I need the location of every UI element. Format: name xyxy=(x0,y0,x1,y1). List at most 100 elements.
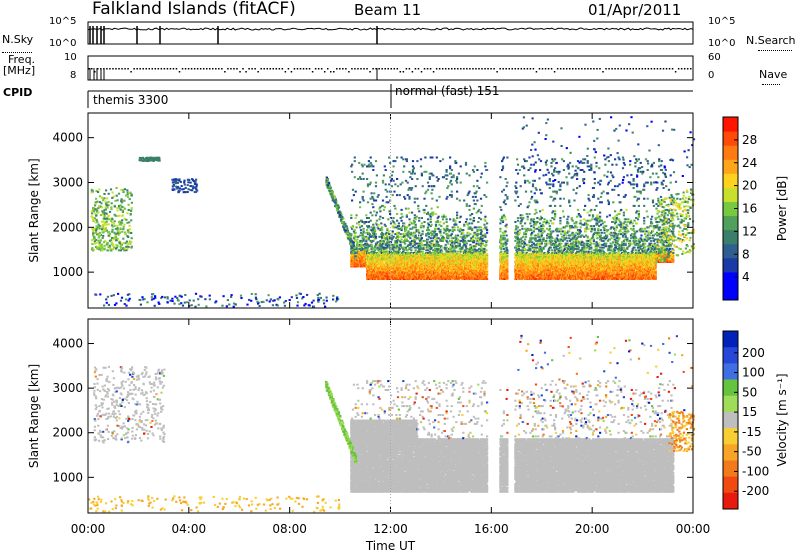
data-cell xyxy=(406,158,408,160)
data-cell xyxy=(447,185,449,187)
data-cell xyxy=(453,174,455,176)
data-cell xyxy=(114,220,116,222)
data-cell xyxy=(394,224,396,226)
data-cell xyxy=(122,191,124,193)
data-cell xyxy=(376,174,378,176)
data-cell xyxy=(358,162,360,164)
data-cell xyxy=(386,191,388,193)
data-cell xyxy=(468,174,470,176)
freq-dot xyxy=(297,68,299,70)
freq-dot xyxy=(563,68,565,70)
data-cell xyxy=(147,160,149,162)
data-cell xyxy=(409,176,411,178)
freq-dot xyxy=(475,68,477,70)
data-cell xyxy=(104,218,106,220)
data-cell xyxy=(95,198,97,200)
data-cell xyxy=(476,180,478,182)
data-cell xyxy=(399,194,401,196)
data-cell xyxy=(456,182,458,184)
freq-dot xyxy=(533,68,535,70)
freq-dot xyxy=(200,68,202,70)
data-cell xyxy=(92,217,94,219)
freq-dot xyxy=(315,68,317,70)
data-cell xyxy=(480,226,482,228)
data-cell xyxy=(171,179,173,181)
data-cell xyxy=(450,173,452,175)
data-cell xyxy=(450,180,452,182)
data-cell xyxy=(437,241,439,243)
freq-dot xyxy=(569,68,571,70)
data-cell xyxy=(359,176,361,178)
data-cell xyxy=(305,303,307,305)
data-cell xyxy=(405,180,407,182)
data-cell xyxy=(102,231,104,233)
data-cell xyxy=(408,218,410,220)
data-cell xyxy=(250,300,252,302)
data-cell xyxy=(92,190,94,192)
data-cell xyxy=(352,225,354,227)
data-cell xyxy=(124,188,126,190)
data-cell xyxy=(277,299,279,301)
freq-dot xyxy=(409,68,411,70)
data-cell xyxy=(289,299,291,301)
data-cell xyxy=(408,208,410,210)
freq-dot xyxy=(539,68,541,70)
data-cell xyxy=(446,171,448,173)
freq-dot xyxy=(330,71,332,73)
data-cell xyxy=(187,188,189,190)
data-cell xyxy=(462,232,464,234)
data-cell xyxy=(122,228,124,230)
data-cell xyxy=(372,198,374,200)
data-cell xyxy=(501,160,503,162)
data-cell xyxy=(178,180,180,182)
data-cell xyxy=(91,243,93,245)
data-cell xyxy=(369,233,371,235)
data-cell xyxy=(389,162,391,164)
data-cell xyxy=(474,165,476,167)
data-cell xyxy=(351,171,353,173)
data-cell xyxy=(453,229,455,231)
freq-dot xyxy=(645,68,647,70)
data-cell xyxy=(158,158,160,160)
data-cell xyxy=(98,237,100,239)
freq-dot xyxy=(493,68,495,70)
data-cell xyxy=(116,238,118,240)
data-cell xyxy=(443,176,445,178)
data-cell xyxy=(471,228,473,230)
data-cell xyxy=(255,293,257,295)
data-cell xyxy=(441,251,443,253)
freq-dot xyxy=(406,68,408,70)
freq-dot xyxy=(433,71,435,73)
data-cell xyxy=(178,303,180,305)
data-cell xyxy=(268,294,270,296)
freq-dot xyxy=(121,68,123,70)
data-cell xyxy=(209,298,211,300)
data-cell xyxy=(467,194,469,196)
data-cell xyxy=(101,249,103,251)
data-cell xyxy=(184,294,186,296)
data-cell xyxy=(410,249,412,251)
freq-dot xyxy=(197,68,199,70)
freq-dot xyxy=(527,68,529,70)
data-cell xyxy=(430,221,432,223)
freq-dot xyxy=(681,68,683,70)
freq-dot xyxy=(584,68,586,70)
freq-dot xyxy=(572,68,574,70)
data-cell xyxy=(408,230,410,232)
data-cell xyxy=(323,302,325,304)
data-cell xyxy=(356,239,358,241)
data-cell xyxy=(358,224,360,226)
data-cell xyxy=(130,232,132,234)
data-cell xyxy=(118,221,120,223)
data-cell xyxy=(190,182,192,184)
freq-dot xyxy=(282,68,284,70)
data-cell xyxy=(486,182,488,184)
data-cell xyxy=(468,209,470,211)
data-cell xyxy=(438,178,440,180)
data-cell xyxy=(151,157,153,159)
data-cell xyxy=(123,200,125,202)
data-cell xyxy=(440,225,442,227)
data-cell xyxy=(423,198,425,200)
freq-dot xyxy=(288,68,290,70)
data-cell xyxy=(375,214,377,216)
